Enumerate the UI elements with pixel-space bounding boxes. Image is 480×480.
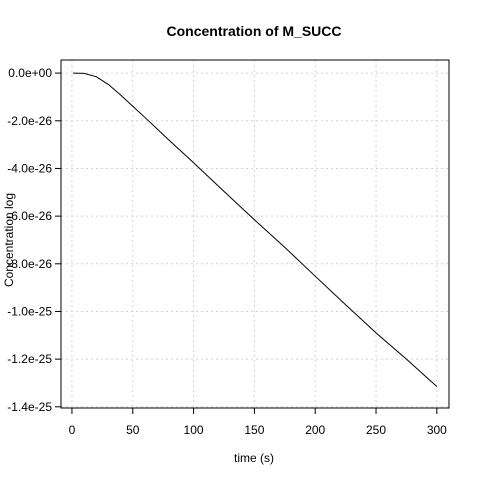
y-tick-label: 0.0e+00 (8, 66, 52, 80)
plot-frame (60, 59, 450, 409)
y-tick-label: -1.0e-25 (7, 304, 52, 318)
y-tick-label: -2.0e-26 (7, 114, 52, 128)
y-tick-label: -8.0e-26 (7, 257, 52, 271)
y-tick-label: -1.4e-25 (7, 400, 52, 414)
x-tick-label: 300 (427, 423, 447, 437)
x-tick-label: 150 (244, 423, 264, 437)
y-axis: 0.0e+00 -2.0e-26 -4.0e-26 -6.0e-26 -8.0e-26 -… (7, 66, 61, 414)
grid (61, 60, 449, 408)
y-tick-label: -1.2e-25 (7, 352, 52, 366)
x-tick-label: 50 (126, 423, 140, 437)
y-tick-label: -4.0e-26 (7, 161, 52, 175)
series-line (73, 72, 438, 387)
x-tick-label: 0 (69, 423, 76, 437)
x-axis-label: time (s) (234, 451, 274, 465)
chart-title: Concentration of M_SUCC (167, 23, 342, 39)
y-tick-label: -6.0e-26 (7, 209, 52, 223)
x-axis: 0 50 100 150 200 250 300 (69, 408, 447, 437)
x-tick-label: 100 (184, 423, 204, 437)
x-tick-label: 250 (366, 423, 386, 437)
x-tick-label: 200 (305, 423, 325, 437)
series-layer (73, 72, 438, 387)
y-axis-label: Concentration log (2, 193, 16, 287)
